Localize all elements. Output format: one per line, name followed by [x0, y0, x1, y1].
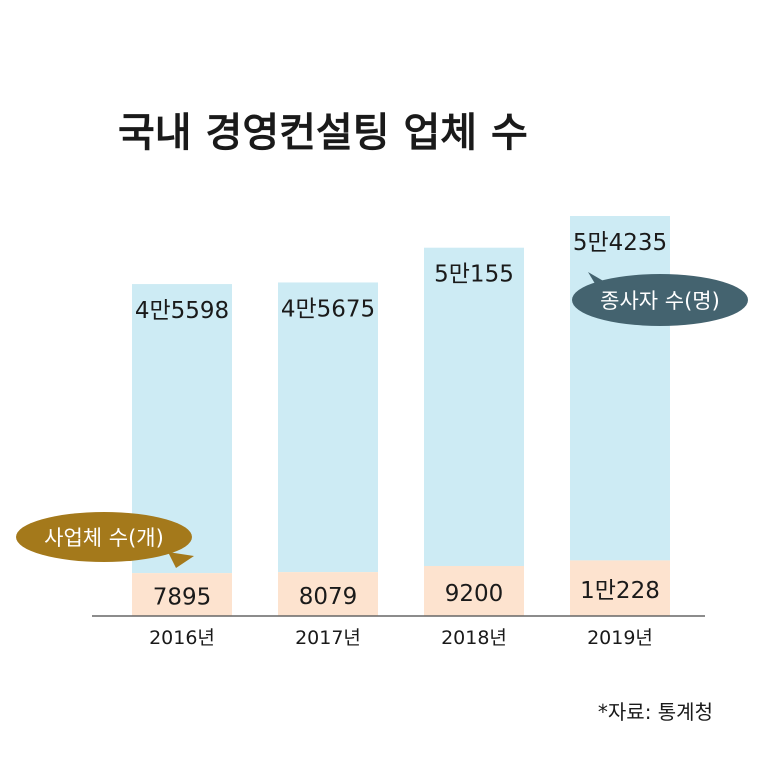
legend-label-businesses: 사업체 수(개) [44, 526, 164, 550]
bar-businesses [278, 572, 378, 616]
source-note: *자료: 통계청 [597, 700, 713, 724]
data-label-businesses: 9200 [445, 581, 504, 607]
x-tick-label: 2018년 [441, 627, 507, 649]
bar-employees [570, 216, 670, 561]
bar-businesses [424, 566, 524, 616]
bar-businesses [570, 560, 670, 616]
chart-title: 국내 경영컨설팅 업체 수 [118, 110, 528, 156]
bar-businesses [132, 573, 232, 616]
x-tick-label: 2016년 [149, 627, 215, 649]
x-tick-label: 2019년 [587, 627, 653, 649]
data-label-businesses: 1만228 [580, 578, 660, 604]
data-label-businesses: 7895 [153, 585, 212, 611]
callout-pointer-businesses [168, 552, 194, 568]
legend-label-employees: 종사자 수(명) [600, 289, 720, 313]
callout-businesses [16, 512, 192, 562]
x-tick-label: 2017년 [295, 627, 361, 649]
bar-employees [278, 282, 378, 573]
data-label-employees: 4만5598 [135, 298, 229, 324]
bar-employees [424, 247, 524, 567]
data-label-employees: 5만155 [434, 262, 514, 288]
data-label-employees: 5만4235 [573, 230, 667, 256]
data-label-businesses: 8079 [299, 584, 358, 610]
data-label-employees: 4만5675 [281, 296, 375, 322]
callout-employees [572, 274, 748, 326]
